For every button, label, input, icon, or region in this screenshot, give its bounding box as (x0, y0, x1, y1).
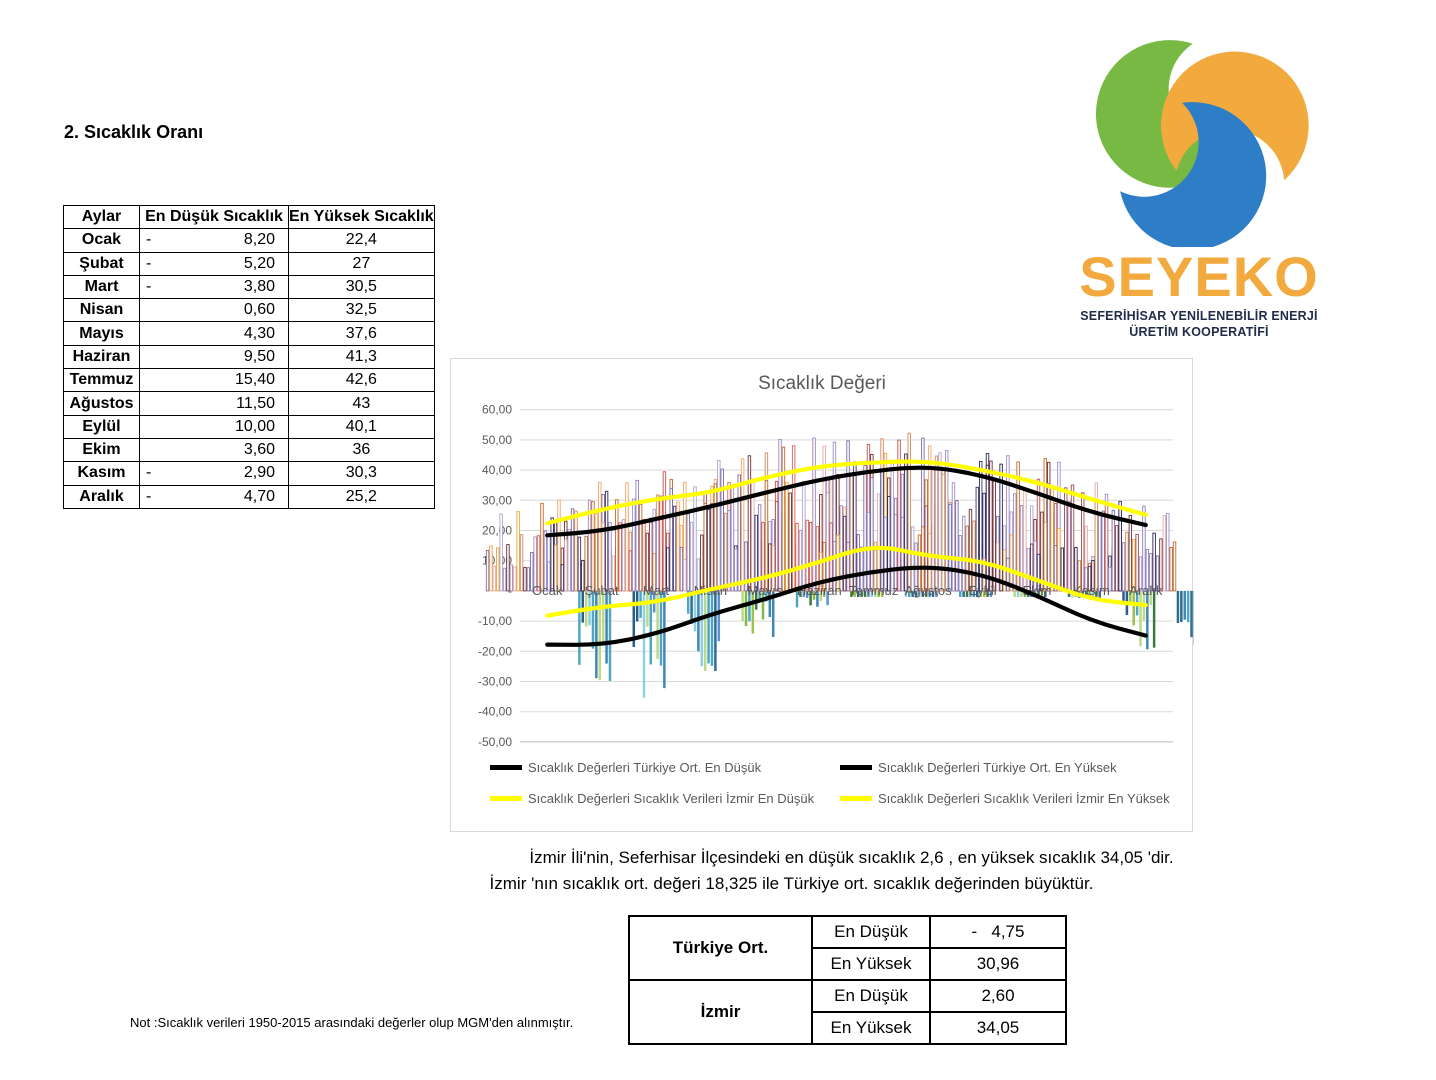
svg-text:Eylül: Eylül (968, 583, 996, 598)
svg-text:Temmuz: Temmuz (849, 583, 898, 598)
svg-text:30,00: 30,00 (482, 493, 512, 507)
svg-text:Ocak: Ocak (532, 583, 563, 598)
svg-text:-50,00: -50,00 (478, 735, 512, 749)
svg-text:-10,00: -10,00 (478, 614, 512, 628)
svg-text:20,00: 20,00 (482, 524, 512, 538)
svg-text:Ağustos: Ağustos (905, 583, 952, 598)
svg-text:50,00: 50,00 (482, 433, 512, 447)
svg-text:60,00: 60,00 (482, 403, 512, 417)
svg-text:Aralık: Aralık (1129, 583, 1163, 598)
svg-text:-20,00: -20,00 (478, 644, 512, 658)
svg-text:Sıcaklık Değeri: Sıcaklık Değeri (758, 373, 886, 394)
svg-text:-30,00: -30,00 (478, 675, 512, 689)
svg-text:40,00: 40,00 (482, 463, 512, 477)
svg-text:-40,00: -40,00 (478, 705, 512, 719)
svg-text:Şubat: Şubat (585, 583, 619, 598)
svg-text:Mart: Mart (643, 583, 669, 598)
